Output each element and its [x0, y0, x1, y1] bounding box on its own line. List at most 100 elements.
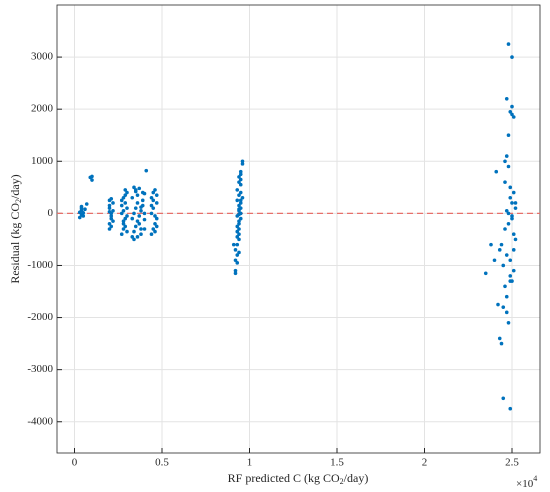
- point: [130, 235, 135, 239]
- point: [238, 198, 243, 203]
- point: [503, 284, 507, 289]
- point: [119, 198, 124, 203]
- point: [237, 250, 241, 255]
- point: [504, 294, 509, 299]
- point: [240, 162, 245, 166]
- point: [137, 214, 142, 218]
- point: [508, 406, 513, 411]
- point: [510, 112, 514, 117]
- x-tick-label: 2: [422, 457, 428, 469]
- point: [139, 227, 143, 231]
- point: [119, 203, 124, 208]
- point: [511, 190, 516, 195]
- point: [506, 42, 511, 46]
- point: [237, 212, 241, 217]
- point: [123, 224, 128, 229]
- point: [139, 205, 143, 209]
- point: [513, 201, 518, 205]
- point: [510, 216, 514, 221]
- y-axis-label-sub: 2: [14, 199, 23, 203]
- point: [496, 302, 500, 307]
- point: [503, 159, 507, 164]
- point: [235, 235, 240, 239]
- point: [501, 263, 506, 268]
- point: [235, 198, 240, 203]
- y-tick-label: -2000: [27, 311, 53, 323]
- point: [499, 341, 504, 346]
- point: [237, 207, 241, 212]
- point: [233, 258, 238, 263]
- point: [154, 216, 159, 221]
- point: [237, 232, 241, 237]
- point: [119, 232, 124, 237]
- point: [504, 310, 509, 315]
- x-tick-label: 1: [247, 457, 253, 469]
- point: [125, 214, 129, 218]
- point: [237, 180, 241, 184]
- point: [149, 203, 154, 208]
- point: [497, 248, 502, 252]
- point: [125, 229, 129, 234]
- point: [503, 227, 507, 231]
- point: [504, 154, 509, 158]
- point: [83, 207, 87, 212]
- point: [135, 235, 140, 239]
- x-multiplier: ×104: [516, 474, 537, 490]
- point: [140, 198, 145, 203]
- y-axis-label-part: Residual (kg CO: [8, 203, 22, 284]
- point: [238, 172, 243, 177]
- point: [238, 216, 243, 221]
- point: [142, 227, 147, 231]
- point: [107, 210, 112, 214]
- point: [513, 237, 518, 242]
- point: [154, 201, 159, 205]
- point: [235, 242, 240, 247]
- point: [153, 229, 157, 234]
- point: [149, 232, 154, 237]
- point: [508, 109, 513, 114]
- point: [149, 211, 154, 216]
- point: [153, 188, 157, 192]
- point: [154, 193, 159, 197]
- point: [511, 268, 516, 273]
- point: [151, 227, 156, 231]
- point: [511, 248, 516, 252]
- x-axis-label-sub: 2: [340, 477, 344, 486]
- point: [123, 216, 128, 221]
- point: [111, 208, 115, 213]
- point: [109, 224, 114, 229]
- point: [123, 188, 128, 192]
- point: [81, 214, 86, 218]
- point: [135, 219, 140, 223]
- point: [511, 232, 516, 237]
- point: [130, 195, 135, 200]
- point: [489, 242, 493, 247]
- point: [107, 206, 112, 210]
- point: [238, 190, 243, 195]
- point: [237, 175, 241, 179]
- point: [111, 219, 115, 223]
- point: [109, 214, 114, 218]
- point: [133, 224, 138, 229]
- point: [121, 195, 126, 200]
- point: [510, 214, 514, 218]
- point: [130, 216, 135, 221]
- point: [153, 221, 157, 226]
- point: [142, 217, 147, 222]
- point: [88, 175, 93, 180]
- x-axis-label-part: /day): [344, 471, 369, 485]
- x-axis-label-part: RF predicted C (kg CO: [228, 471, 340, 485]
- point: [121, 227, 126, 231]
- point: [151, 190, 156, 195]
- point: [497, 336, 502, 341]
- point: [125, 206, 129, 210]
- point: [513, 206, 518, 210]
- point: [504, 96, 509, 101]
- point: [231, 242, 236, 247]
- point: [119, 211, 124, 216]
- point: [238, 201, 243, 205]
- point: [132, 211, 136, 216]
- point: [154, 224, 159, 229]
- point: [123, 193, 128, 197]
- point: [144, 168, 149, 173]
